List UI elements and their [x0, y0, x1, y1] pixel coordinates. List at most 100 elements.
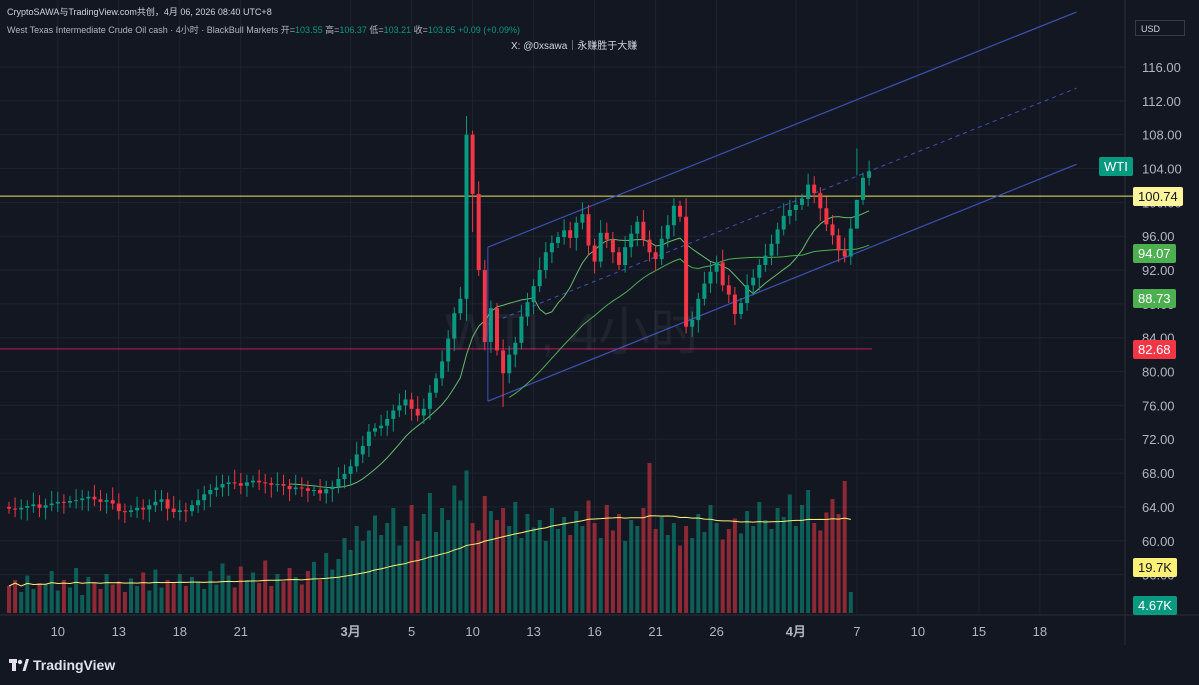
volume-bars	[7, 463, 853, 613]
volume-bar	[19, 592, 24, 613]
volume-bar	[671, 523, 676, 613]
candle-body	[159, 499, 164, 502]
ohlc-item: 开=103.55	[280, 25, 323, 35]
time-tick-label: 5	[408, 624, 415, 639]
volume-bar	[739, 533, 743, 613]
price-tick-label: 108.00	[1142, 128, 1182, 143]
volume-bar	[556, 529, 560, 613]
candle-body	[751, 277, 756, 286]
author-credit: X: @0xsawa｜永赚胜于大赚	[511, 41, 638, 52]
symbol-legend[interactable]: West Texas Intermediate Crude Oil cash ·…	[7, 23, 520, 36]
volume-bar	[421, 514, 426, 613]
time-tick-label: 21	[648, 624, 662, 639]
volume-bar	[525, 514, 530, 613]
volume-bar	[263, 560, 268, 613]
candle-body	[232, 482, 237, 484]
candle-body	[68, 500, 72, 503]
ohlc-item: 低=103.21	[366, 25, 412, 35]
time-tick-label: 7	[853, 624, 860, 639]
volume-bar	[562, 517, 567, 613]
time-axis: 10 13 18 21 3月 5 10 13 16 21 26 4月 7 10 15 18	[51, 624, 1048, 639]
candle-body	[824, 208, 829, 225]
volume-bar	[617, 514, 621, 613]
candle-body	[617, 252, 621, 265]
volume-bar	[629, 520, 634, 613]
volume-bar	[720, 539, 725, 613]
candle-body	[373, 428, 377, 432]
volume-bar	[403, 526, 408, 613]
candle-body	[263, 482, 268, 484]
candle-body	[586, 214, 591, 246]
candle-body	[793, 204, 798, 210]
candle-body	[379, 425, 384, 429]
candle-body	[31, 504, 36, 507]
volume-bar	[604, 505, 609, 613]
tradingview-logo[interactable]: TradingView	[9, 657, 115, 673]
volume-bar	[812, 523, 817, 613]
volume-bar	[708, 505, 713, 613]
candle-body	[537, 270, 542, 287]
candle-body	[74, 500, 79, 502]
candle-body	[848, 228, 853, 257]
volume-bar	[202, 589, 207, 613]
volume-bar	[482, 496, 487, 613]
ohlc-values: 开=103.55 高=106.37 低=103.21 收=103.65	[281, 25, 456, 35]
candle-body	[604, 232, 609, 240]
volume-bar	[507, 526, 512, 613]
volume-bar	[379, 535, 384, 613]
candle-body	[116, 503, 121, 512]
volume-bar	[165, 580, 170, 613]
candle-body	[556, 237, 560, 243]
volume-bar	[98, 589, 103, 613]
candle-body	[348, 466, 353, 474]
volume-bar	[348, 550, 353, 613]
time-tick-label: 18	[173, 624, 187, 639]
candle-body	[684, 216, 689, 327]
candle-body	[409, 399, 414, 409]
volume-bar	[141, 572, 146, 613]
volume-bar	[293, 577, 298, 613]
candle-body	[562, 230, 567, 238]
candle-body	[531, 286, 536, 303]
volume-bar	[269, 586, 274, 613]
candle-body	[476, 193, 481, 271]
volume-bar	[55, 590, 60, 613]
candle-body	[110, 500, 115, 504]
volume-bar	[580, 526, 585, 613]
price-tick-label: 60.00	[1142, 534, 1175, 549]
candle-body	[397, 405, 402, 411]
candle-body	[867, 171, 872, 178]
volume-bar	[513, 502, 518, 613]
candle-body	[543, 252, 548, 271]
candle-body	[19, 507, 24, 510]
volume-bar	[537, 520, 542, 613]
ohlc-item: 高=106.37	[322, 25, 367, 35]
price-tick-label: 92.00	[1142, 263, 1175, 278]
volume-bar	[836, 514, 841, 613]
candle-body	[147, 505, 152, 510]
candle-body	[165, 499, 170, 509]
volume-bar	[287, 568, 292, 613]
volume-bar	[458, 500, 463, 613]
volume-bar	[299, 584, 304, 613]
volume-bar	[129, 578, 133, 613]
ma-fast-line	[289, 210, 870, 489]
candle-body	[122, 511, 127, 513]
volume-bar	[92, 583, 97, 613]
candle-body	[37, 504, 42, 508]
candle-body	[391, 410, 396, 419]
candle-body	[513, 342, 518, 355]
volume-bar	[757, 502, 762, 613]
tradingview-logo-text: TradingView	[33, 657, 116, 673]
candle-body	[787, 209, 792, 216]
volume-bar	[257, 583, 262, 613]
volume-bar	[147, 590, 152, 613]
candle-body	[7, 506, 11, 509]
candle-body	[415, 408, 420, 416]
candle-body	[336, 479, 341, 487]
currency-label[interactable]: USD	[1135, 20, 1185, 36]
candle-body	[135, 507, 140, 511]
candle-body	[482, 270, 487, 342]
volume-bar	[452, 485, 457, 613]
